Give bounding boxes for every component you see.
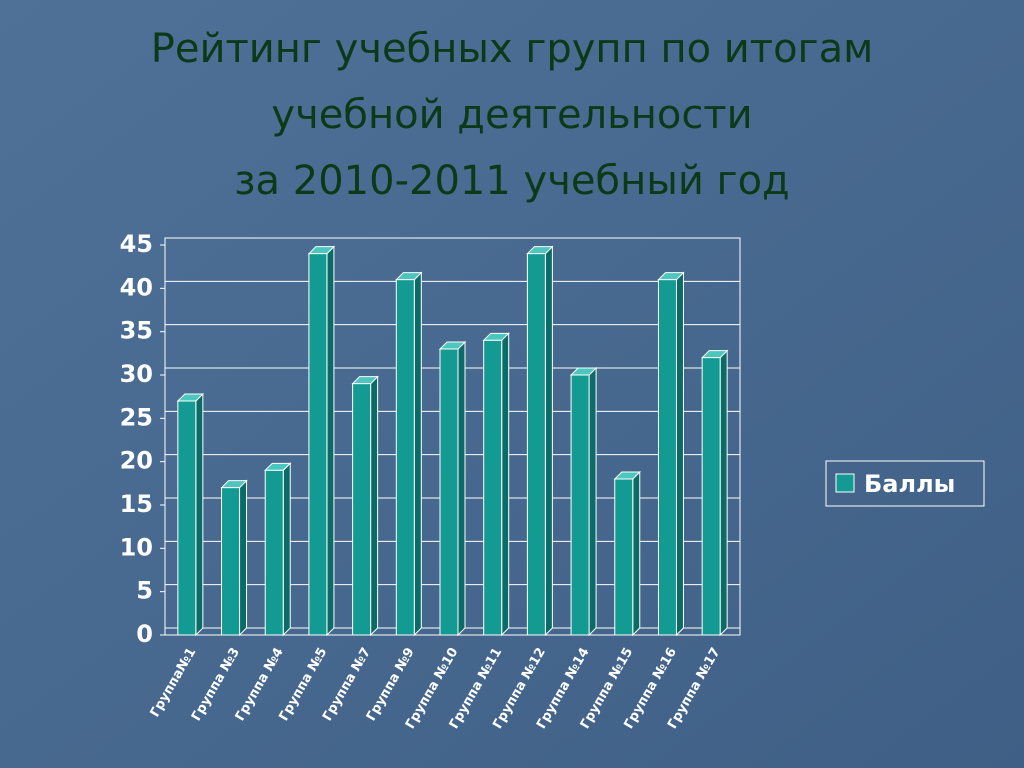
y-tick-label: 40 — [120, 273, 153, 301]
legend-swatch — [835, 473, 855, 493]
legend-label: Баллы — [864, 470, 955, 498]
chart-title: учебной деятельности — [271, 92, 752, 138]
bar — [264, 469, 284, 636]
bar-side — [719, 349, 728, 637]
y-tick-label: 5 — [136, 577, 153, 605]
bar-side — [675, 271, 684, 637]
y-tick-label: 30 — [120, 360, 153, 388]
bar-side — [195, 392, 204, 637]
bar-side — [239, 479, 248, 637]
bar — [614, 478, 634, 636]
bar-side — [632, 470, 641, 637]
legend-box — [825, 460, 985, 507]
y-tick-label: 10 — [120, 533, 153, 561]
bar-side — [501, 332, 510, 637]
y-tick-label: 15 — [120, 490, 153, 518]
bar-side — [413, 271, 422, 637]
y-tick-label: 20 — [120, 447, 153, 475]
bar — [657, 279, 677, 636]
bar — [570, 374, 590, 636]
bar-side — [370, 375, 379, 637]
y-tick-label: 35 — [120, 317, 153, 345]
chart-title: за 2010-2011 учебный год — [234, 158, 789, 204]
bar — [352, 383, 372, 636]
bar — [308, 253, 328, 636]
bar — [483, 339, 503, 636]
bar — [701, 357, 721, 636]
bar — [526, 253, 546, 636]
bar-side — [588, 366, 597, 637]
bar-side — [326, 245, 335, 637]
y-tick-label: 45 — [120, 230, 153, 258]
bar-side — [282, 462, 291, 637]
bar — [439, 348, 459, 636]
y-tick-label: 0 — [136, 620, 153, 648]
bar — [221, 487, 241, 636]
bar — [177, 400, 197, 636]
bar-side — [457, 340, 466, 637]
y-tick-label: 25 — [120, 403, 153, 431]
bar-side — [544, 245, 553, 637]
chart-title: Рейтинг учебных групп по итогам — [151, 26, 874, 72]
bar — [395, 279, 415, 636]
